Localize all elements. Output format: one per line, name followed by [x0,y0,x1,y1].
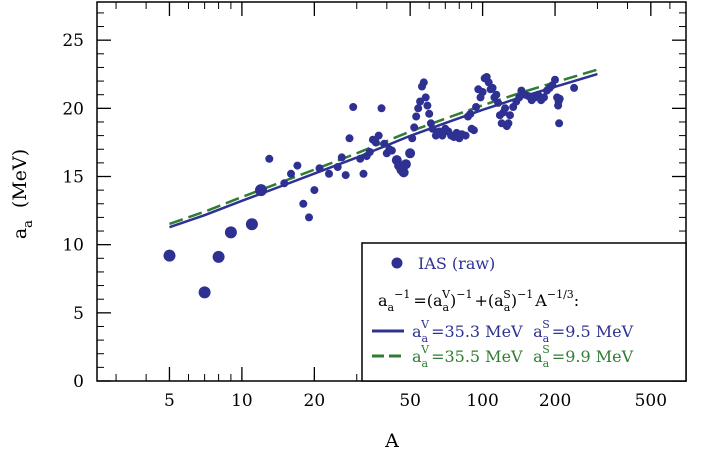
legend-box [361,242,687,382]
data-point [408,134,417,143]
data-point [356,154,365,163]
data-point [377,104,386,113]
data-point [469,126,478,135]
data-point [349,103,358,111]
legend-formula: aa−1 =(aaV)−1 +(aaS)−1 A−1/3: [378,288,579,314]
x-axis-title: A [384,430,399,452]
legend: IAS (raw) aa−1 =(aaV)−1 +(aaS)−1 A−1/3: aaV… [361,242,687,382]
data-point [212,250,225,263]
data-point [438,131,447,140]
data-point [506,111,514,120]
y-tick-label: 10 [62,236,84,256]
data-point [305,213,313,222]
data-point [374,131,383,140]
data-point [265,154,274,163]
data-point [425,109,434,118]
data-point [299,199,308,208]
data-point [325,169,333,178]
data-point [428,124,437,133]
legend-scatter-label: IAS (raw) [418,254,495,273]
data-point [310,186,319,195]
data-point [387,146,396,155]
legend-scatter-marker [391,257,403,269]
data-point [380,139,389,148]
y-axis-title: aa(MeV) [9,149,36,239]
y-tick-label: 20 [62,99,84,119]
y-tick-label: 5 [73,304,84,324]
data-point [414,104,423,113]
data-point [461,131,470,140]
x-tick-label: 100 [466,391,498,411]
data-point [410,123,419,132]
data-point [570,83,579,92]
data-point [333,163,342,171]
y-tick-label: 25 [62,31,84,51]
data-point [504,119,513,128]
data-point [501,104,510,113]
data-point [371,138,380,147]
legend-fit-dashed-label: aaV =35.5 MeV aaS =9.9 MeV [412,343,634,370]
data-point [400,159,411,170]
data-point [488,83,497,92]
scatter-points [163,73,579,299]
data-point [245,218,258,231]
data-point [293,161,302,170]
data-point [472,103,481,111]
data-point [337,153,346,162]
data-point [398,167,409,178]
data-point [345,134,354,143]
data-point [412,112,421,121]
data-point [405,148,416,159]
data-point [421,93,430,102]
fit-lines [169,68,598,229]
data-point [540,93,548,102]
data-point [280,179,289,188]
data-point [416,97,425,106]
data-point [163,249,176,262]
data-point [555,94,564,103]
data-point [255,184,267,197]
data-point [287,169,295,178]
x-tick-label: 200 [539,391,571,411]
y-tick-label: 0 [73,372,84,392]
x-tick-label: 5 [164,391,175,411]
data-point [365,148,374,156]
x-tick-label: 500 [635,391,667,411]
data-point [492,90,501,99]
data-point [555,119,564,128]
data-point [466,109,475,118]
x-tick-label: 10 [231,391,253,411]
data-point [423,101,432,110]
data-point [494,98,503,107]
legend-fit-solid-label: aaV =35.3 MeV aaS =9.5 MeV [412,318,634,345]
data-point [198,286,211,299]
y-tick-label: 15 [62,168,84,188]
data-point [224,226,237,239]
x-tick-label: 50 [399,391,421,411]
data-point [315,164,324,173]
data-point [551,75,559,84]
x-tick-label: 20 [304,391,326,411]
data-point [419,78,428,87]
data-point [341,171,350,180]
data-point [359,169,368,178]
data-point [478,88,487,96]
